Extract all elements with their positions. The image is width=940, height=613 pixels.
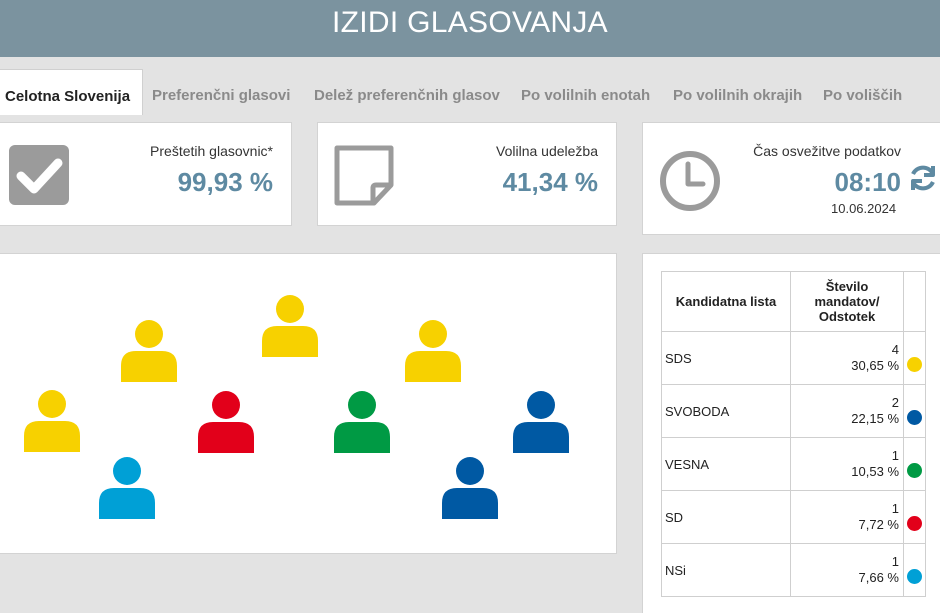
note-icon <box>334 145 394 206</box>
party-color-cell <box>903 490 926 544</box>
tab-celotna-slovenija[interactable]: Celotna Slovenija <box>0 69 144 115</box>
refresh-icon[interactable] <box>907 162 939 194</box>
tab-po-volilnih-okrajih[interactable]: Po volilnih okrajih <box>673 87 803 104</box>
seat-person-icon <box>442 457 498 519</box>
party-name-cell: NSi <box>661 543 791 597</box>
turnout-card: Volilna udeležba 41,34 % <box>317 122 617 226</box>
results-table: Kandidatna lista Število mandatov/ Odsto… <box>661 271 926 597</box>
checkbox-icon <box>9 145 69 205</box>
seats-percent-cell: 1 7,72 % <box>790 490 904 544</box>
party-name-cell: SD <box>661 490 791 544</box>
party-color-cell <box>903 543 926 597</box>
seat-count: 2 <box>891 395 899 410</box>
counted-ballots-value: 99,93 % <box>177 167 273 197</box>
seat-person-icon <box>99 457 155 519</box>
column-header-seats: Število mandatov/ Odstotek <box>790 271 904 332</box>
refresh-time-value: 08:10 <box>834 167 902 197</box>
party-color-cell <box>903 331 926 385</box>
seat-count: 1 <box>891 501 899 516</box>
seat-person-icon <box>513 391 569 453</box>
seat-person-icon <box>24 390 80 452</box>
seats-percent-cell: 1 10,53 % <box>790 437 904 491</box>
seat-person-icon <box>121 320 177 382</box>
party-name-cell: SDS <box>661 331 791 385</box>
party-color-dot <box>907 569 922 584</box>
refresh-time-label: Čas osvežitve podatkov <box>753 143 901 159</box>
party-color-dot <box>907 463 922 478</box>
column-header-party: Kandidatna lista <box>661 271 791 332</box>
header-bar: IZIDI GLASOVANJA <box>0 0 940 57</box>
page-title: IZIDI GLASOVANJA <box>332 6 608 39</box>
vote-percent: 30,65 % <box>851 358 899 373</box>
party-color-cell <box>903 384 926 438</box>
counted-ballots-card: Preštetih glasovnic* 99,93 % <box>0 122 292 226</box>
seat-person-icon <box>405 320 461 382</box>
seat-count: 1 <box>891 554 899 569</box>
table-row: SVOBODA 2 22,15 % <box>661 384 926 438</box>
tab-po-volilnih-enotah[interactable]: Po volilnih enotah <box>521 87 651 104</box>
seats-percent-cell: 4 30,65 % <box>790 331 904 385</box>
tab-delez-preferencnih-glasov[interactable]: Delež preferenčnih glasov <box>314 87 500 104</box>
party-color-dot <box>907 410 922 425</box>
party-name-cell: SVOBODA <box>661 384 791 438</box>
table-row: SDS 4 30,65 % <box>661 331 926 385</box>
seat-person-icon <box>198 391 254 453</box>
vote-percent: 7,72 % <box>858 517 899 532</box>
tab-po-voliscih[interactable]: Po voliščih <box>823 87 903 104</box>
refresh-time-card: Čas osvežitve podatkov 08:10 10.06.2024 <box>642 122 940 235</box>
vote-percent: 7,66 % <box>858 570 899 585</box>
refresh-date: 10.06.2024 <box>831 201 897 216</box>
tab-bar: Celotna Slovenija Preferenčni glasovi De… <box>0 69 940 115</box>
seats-percent-cell: 2 22,15 % <box>790 384 904 438</box>
party-color-cell <box>903 437 926 491</box>
seat-count: 1 <box>891 448 899 463</box>
seat-person-icon <box>334 391 390 453</box>
clock-icon <box>660 151 720 211</box>
vote-percent: 22,15 % <box>851 411 899 426</box>
counted-ballots-label: Preštetih glasovnic* <box>150 143 273 159</box>
party-color-dot <box>907 516 922 531</box>
vote-percent: 10,53 % <box>851 464 899 479</box>
seat-person-icon <box>262 295 318 357</box>
party-name-cell: VESNA <box>661 437 791 491</box>
table-row: VESNA 1 10,53 % <box>661 437 926 491</box>
table-header-row: Kandidatna lista Število mandatov/ Odsto… <box>661 271 926 332</box>
seat-count: 4 <box>891 342 899 357</box>
tab-preferencni-glasovi[interactable]: Preferenčni glasovi <box>152 87 291 104</box>
party-color-dot <box>907 357 922 372</box>
turnout-value: 41,34 % <box>502 167 598 197</box>
turnout-label: Volilna udeležba <box>496 143 598 159</box>
table-row: NSi 1 7,66 % <box>661 543 926 597</box>
table-row: SD 1 7,72 % <box>661 490 926 544</box>
column-header-color <box>903 271 926 332</box>
seats-percent-cell: 1 7,66 % <box>790 543 904 597</box>
